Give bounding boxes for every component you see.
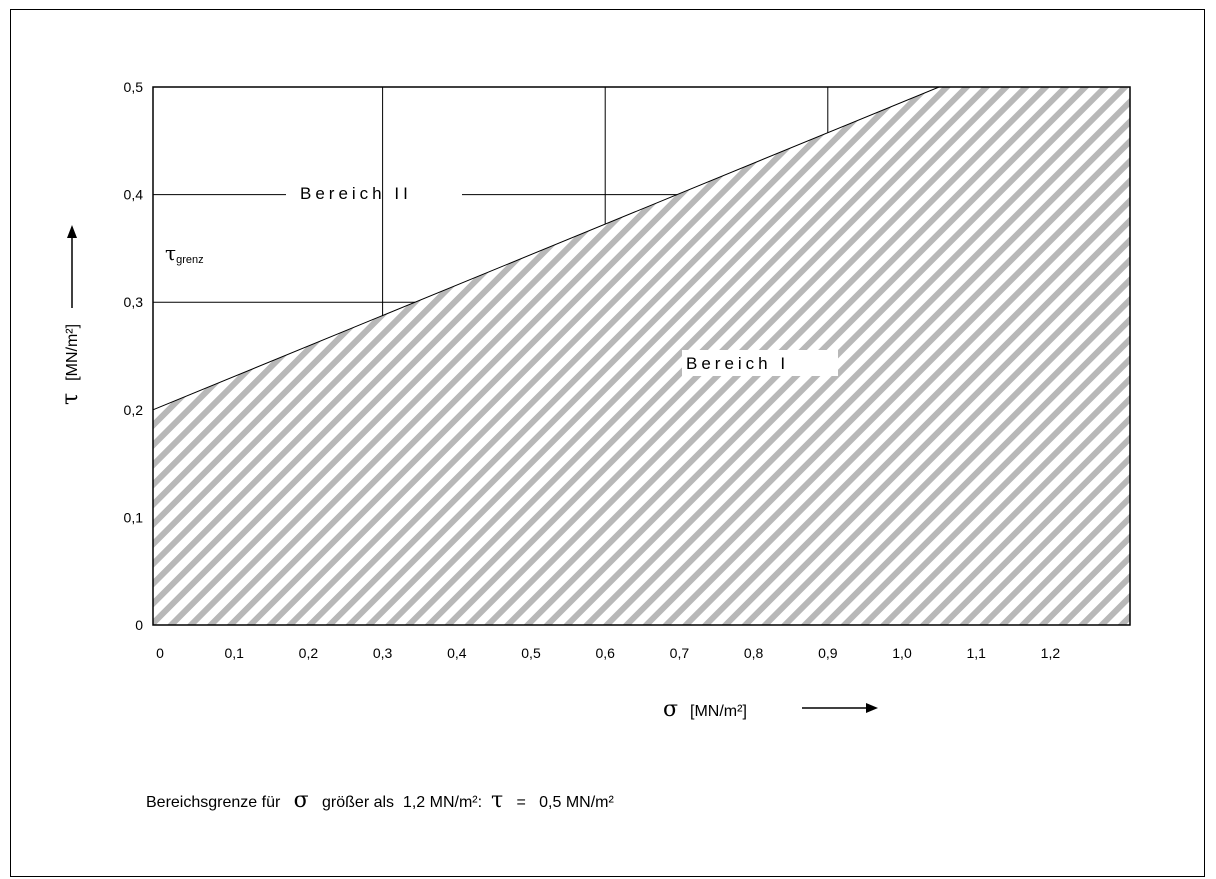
note-sigma: σ (293, 788, 309, 813)
x-tick-label: 0,4 (447, 645, 467, 661)
y-tick-label: 0,3 (124, 294, 144, 310)
plot-area: Bereich II Bereich I τgrenz (152, 86, 1131, 626)
axis-labels: σ [MN/m²] τ [MN/m²] (58, 225, 878, 722)
x-tick-label: 0,8 (744, 645, 764, 661)
x-tick-label: 0,6 (595, 645, 615, 661)
y-tick-label: 0,5 (124, 79, 144, 95)
x-tick-label: 1,2 (1041, 645, 1061, 661)
tick-labels: 0 0,1 0,2 0,3 0,4 0,5 0,6 0,7 0,8 0,9 1,0 1,1 1,2 0 0,… (124, 79, 1061, 661)
y-tick-label: 0,4 (124, 187, 144, 203)
x-tick-label: 1,1 (966, 645, 986, 661)
x-axis-label: σ [MN/m²] (663, 697, 747, 722)
region-1-label-background (682, 350, 838, 376)
y-tick-label: 0 (135, 617, 143, 633)
figure-frame (10, 9, 1205, 877)
tau-grenz-subscript: grenz (176, 254, 204, 266)
note-tau: τ (490, 788, 504, 813)
x-axis-symbol: σ (663, 697, 678, 722)
x-tick-label: 0,9 (818, 645, 838, 661)
x-tick-label: 0,3 (373, 645, 393, 661)
note-prefix: Bereichsgrenze für (146, 794, 281, 811)
y-axis-unit: [MN/m²] (64, 324, 81, 381)
y-axis-label-group: τ [MN/m²] (58, 324, 83, 405)
region-1-area (153, 87, 1130, 625)
x-tick-label: 0,5 (521, 645, 541, 661)
x-axis-unit: [MN/m²] (690, 703, 747, 720)
y-tick-label: 0,2 (124, 402, 144, 418)
region-2-label: Bereich II (300, 184, 412, 203)
y-axis-arrow-head (67, 225, 77, 238)
x-tick-label: 0 (156, 645, 164, 661)
x-tick-label: 0,1 (224, 645, 244, 661)
plot-frame (152, 86, 1131, 626)
tau-grenz-label: τgrenz (165, 241, 204, 266)
note-suffix: = 0,5 MN/m² (516, 794, 614, 811)
x-tick-label: 0,7 (670, 645, 690, 661)
y-axis-symbol: τ (58, 393, 83, 405)
boundary-note: Bereichsgrenze für σ größer als 1,2 MN/m… (146, 788, 614, 813)
region-1-label: Bereich I (686, 354, 789, 373)
x-axis-arrow-head (866, 703, 878, 713)
x-tick-label: 0,2 (299, 645, 319, 661)
tau-grenz-symbol: τ (165, 241, 176, 265)
note-middle: größer als 1,2 MN/m²: (322, 794, 483, 811)
x-tick-label: 1,0 (892, 645, 912, 661)
y-axis-label: τ [MN/m²] (58, 324, 83, 405)
y-tick-label: 0,1 (124, 509, 144, 525)
